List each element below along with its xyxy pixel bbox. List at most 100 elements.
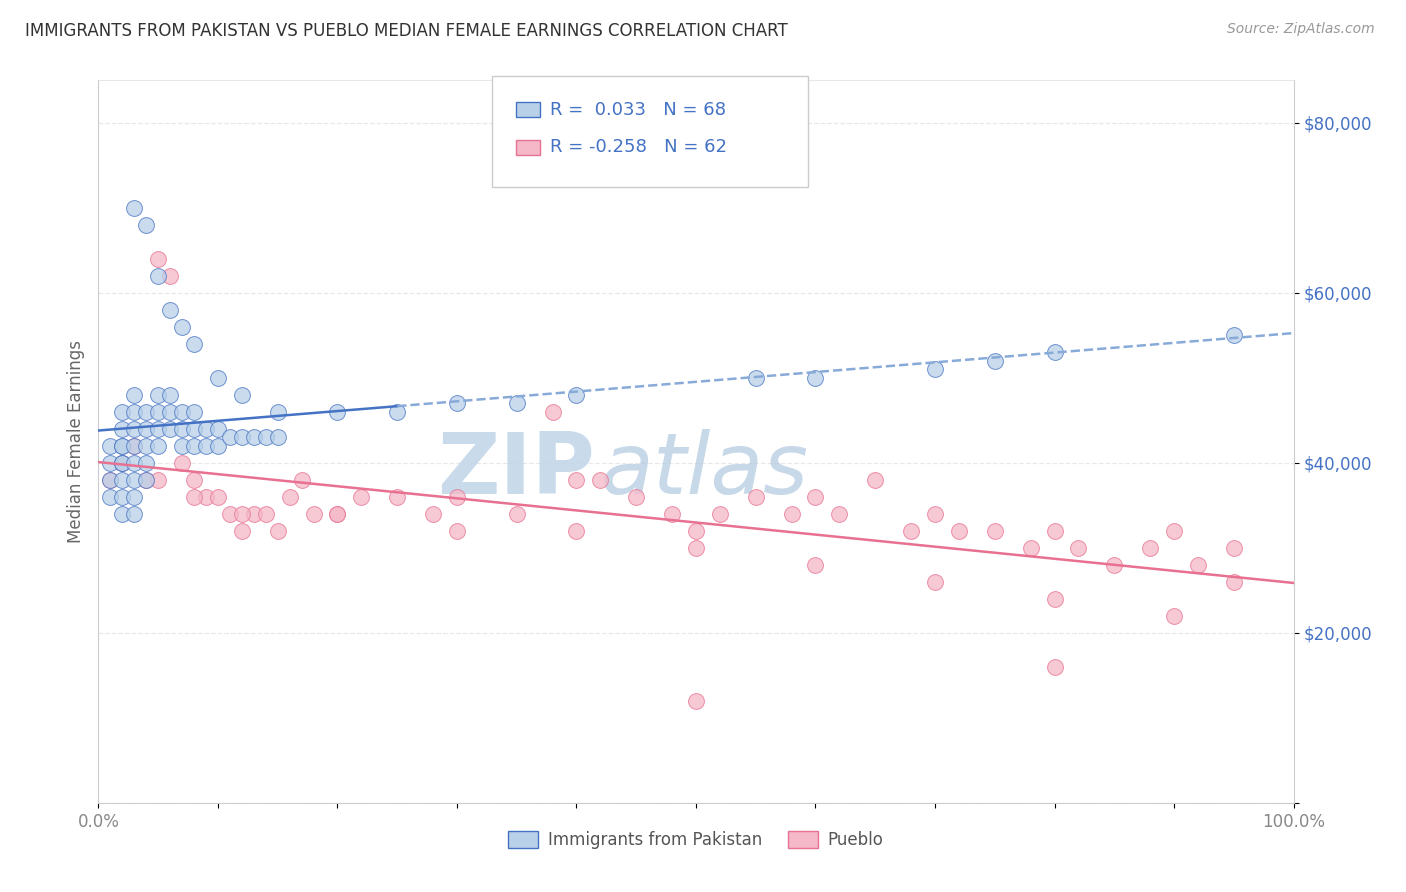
Point	[326, 405, 349, 419]
Text: IMMIGRANTS FROM PAKISTAN VS PUEBLO MEDIAN FEMALE EARNINGS CORRELATION CHART: IMMIGRANTS FROM PAKISTAN VS PUEBLO MEDIA…	[25, 22, 787, 40]
Point	[207, 490, 229, 504]
Point	[135, 473, 157, 487]
Point	[135, 473, 157, 487]
Point	[135, 218, 157, 232]
Point	[183, 490, 205, 504]
Point	[111, 473, 134, 487]
Point	[124, 388, 146, 402]
Point	[626, 490, 648, 504]
Point	[159, 422, 181, 436]
Point	[111, 507, 134, 521]
Point	[111, 439, 134, 453]
Point	[159, 388, 181, 402]
Point	[172, 422, 194, 436]
Point	[541, 405, 564, 419]
Point	[148, 388, 170, 402]
Point	[1163, 608, 1185, 623]
Point	[924, 362, 946, 376]
Point	[135, 422, 157, 436]
Point	[195, 422, 218, 436]
Point	[124, 473, 146, 487]
Point	[183, 405, 205, 419]
Point	[1043, 524, 1066, 538]
Point	[172, 319, 194, 334]
Point	[804, 558, 827, 572]
Point	[124, 456, 146, 470]
Point	[984, 353, 1007, 368]
Point	[148, 439, 170, 453]
Point	[745, 490, 768, 504]
Point	[98, 439, 122, 453]
Point	[446, 490, 468, 504]
Point	[148, 422, 170, 436]
Point	[98, 473, 122, 487]
Point	[219, 430, 242, 444]
Text: R = -0.258   N = 62: R = -0.258 N = 62	[550, 138, 727, 156]
Point	[111, 405, 134, 419]
Point	[111, 456, 134, 470]
Y-axis label: Median Female Earnings: Median Female Earnings	[66, 340, 84, 543]
Point	[207, 439, 229, 453]
Point	[565, 524, 588, 538]
Point	[231, 524, 253, 538]
Point	[302, 507, 325, 521]
Text: Source: ZipAtlas.com: Source: ZipAtlas.com	[1227, 22, 1375, 37]
Point	[385, 405, 409, 419]
Text: R =  0.033   N = 68: R = 0.033 N = 68	[550, 101, 725, 119]
Point	[267, 405, 290, 419]
Point	[254, 430, 277, 444]
Legend: Immigrants from Pakistan, Pueblo: Immigrants from Pakistan, Pueblo	[502, 824, 890, 856]
Point	[135, 439, 157, 453]
Point	[1019, 541, 1042, 555]
Point	[709, 507, 731, 521]
Point	[183, 422, 205, 436]
Point	[172, 456, 194, 470]
Point	[1043, 591, 1066, 606]
Point	[984, 524, 1007, 538]
Point	[745, 371, 768, 385]
Point	[565, 473, 588, 487]
Point	[1163, 524, 1185, 538]
Point	[924, 507, 946, 521]
Point	[183, 336, 205, 351]
Point	[148, 473, 170, 487]
Point	[183, 439, 205, 453]
Point	[948, 524, 970, 538]
Point	[506, 396, 529, 410]
Point	[111, 490, 134, 504]
Point	[589, 473, 612, 487]
Point	[828, 507, 851, 521]
Point	[172, 439, 194, 453]
Point	[422, 507, 444, 521]
Point	[565, 388, 588, 402]
Point	[1043, 660, 1066, 674]
Point	[231, 388, 253, 402]
Point	[172, 405, 194, 419]
Point	[111, 422, 134, 436]
Point	[865, 473, 887, 487]
Point	[350, 490, 373, 504]
Point	[685, 694, 707, 708]
Point	[267, 524, 290, 538]
Point	[111, 456, 134, 470]
Point	[135, 405, 157, 419]
Point	[446, 524, 468, 538]
Point	[183, 473, 205, 487]
Point	[159, 302, 181, 317]
Point	[1223, 328, 1246, 343]
Point	[111, 439, 134, 453]
Point	[900, 524, 922, 538]
Point	[124, 507, 146, 521]
Point	[1223, 541, 1246, 555]
Point	[326, 507, 349, 521]
Point	[148, 268, 170, 283]
Point	[124, 439, 146, 453]
Point	[231, 507, 253, 521]
Point	[135, 456, 157, 470]
Point	[98, 490, 122, 504]
Point	[446, 396, 468, 410]
Point	[243, 507, 266, 521]
Point	[506, 507, 529, 521]
Point	[195, 490, 218, 504]
Point	[207, 422, 229, 436]
